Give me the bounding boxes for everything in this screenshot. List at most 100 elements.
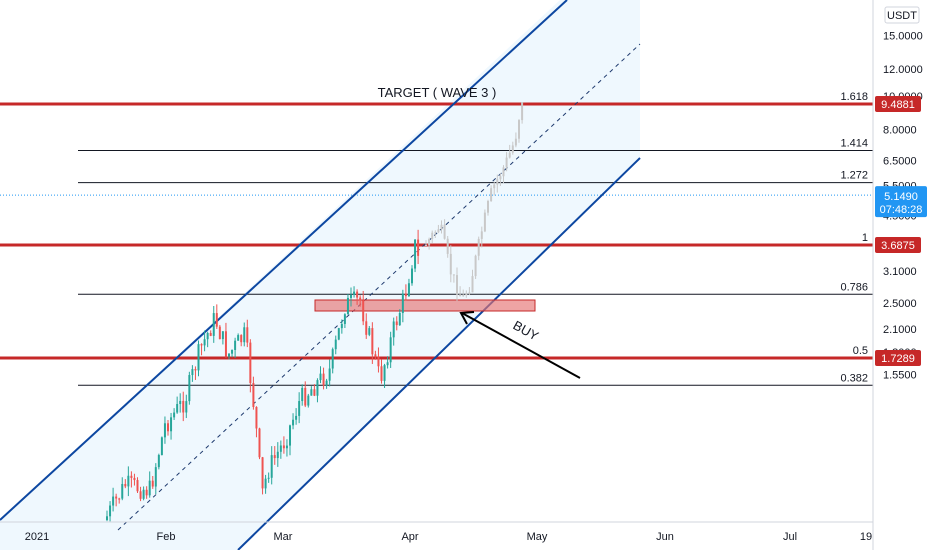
projected-candle-body <box>477 238 480 256</box>
candle-body <box>395 321 398 326</box>
time-tick-label: Jun <box>656 531 674 543</box>
candle-body <box>310 389 313 396</box>
candle-body <box>298 401 301 416</box>
projected-candle-body <box>518 120 520 139</box>
channel-upper-line[interactable] <box>0 0 568 521</box>
price-badge[interactable] <box>875 349 921 366</box>
projected-candle-body <box>490 188 493 202</box>
candle-body <box>124 483 127 487</box>
price-badge-label: 9.4881 <box>881 99 915 111</box>
fib-label-0-5: 0.5 <box>853 345 868 357</box>
price-badge-label: 1.7289 <box>881 353 915 365</box>
candle-body <box>276 451 279 459</box>
candle-body <box>228 353 230 357</box>
channel-midline[interactable] <box>117 43 641 531</box>
projected-candle-body <box>434 232 437 234</box>
candle-body <box>404 293 407 297</box>
candle-body <box>154 467 157 487</box>
price-badge[interactable] <box>875 96 921 112</box>
candle-body <box>212 313 215 336</box>
candle-body <box>127 475 130 487</box>
price-tick-label: 2.5000 <box>883 298 917 310</box>
candle-body <box>353 291 356 295</box>
price-tick-label: 8.0000 <box>883 124 917 136</box>
candle-body <box>142 489 145 499</box>
time-tick-label: Feb <box>157 531 176 543</box>
candle-body <box>206 332 209 340</box>
candle-body <box>270 455 273 478</box>
buy-arrow-head <box>459 311 475 325</box>
candle-body <box>383 365 386 381</box>
projected-candle-body <box>462 295 465 297</box>
candle-body <box>121 483 124 499</box>
candle-body <box>261 457 264 489</box>
candle-body <box>112 496 115 506</box>
projected-candle-body <box>440 224 443 230</box>
candle-body <box>292 419 295 426</box>
channel-fill <box>0 0 640 550</box>
projected-candle-body <box>505 157 508 168</box>
candle-body <box>148 480 151 496</box>
projected-candle-body <box>493 184 496 189</box>
candle-body <box>343 314 346 324</box>
price-tick-label: 3.1000 <box>883 266 917 278</box>
projected-candle-body <box>452 274 455 276</box>
candle-body <box>234 340 237 350</box>
candle-body <box>359 297 362 301</box>
candle-body <box>337 328 340 340</box>
price-badge[interactable] <box>875 236 921 253</box>
candle-body <box>374 354 377 357</box>
projected-candle-body <box>443 224 446 239</box>
fib-label-1-618: 1.618 <box>840 91 868 103</box>
projected-candle-body <box>502 167 505 177</box>
price-tick-label: 6.5000 <box>883 155 917 167</box>
candle-body <box>313 389 316 396</box>
candle-body <box>163 423 166 438</box>
candle-body <box>295 415 298 420</box>
price-tick-label: 15.0000 <box>883 31 923 43</box>
projected-candle-body <box>511 145 514 153</box>
candle-body <box>279 445 282 452</box>
current-price-label: 5.1490 <box>884 191 918 203</box>
projected-candle-body <box>521 102 524 121</box>
candle-body <box>319 373 322 381</box>
time-tick-label: 2021 <box>25 531 49 543</box>
fib-label-0-786: 0.786 <box>840 281 868 293</box>
projected-candle-body <box>431 232 434 240</box>
projected-candle-body <box>465 293 468 296</box>
candle-body <box>365 321 368 335</box>
candle-body <box>325 380 328 386</box>
candle-body <box>401 293 404 314</box>
projected-candle-body <box>508 152 511 158</box>
candle-body <box>407 283 410 297</box>
candle-body <box>249 342 252 384</box>
candle-body <box>350 294 352 298</box>
currency-label: USDT <box>887 10 917 22</box>
buy-zone-box[interactable] <box>314 299 536 312</box>
candle-body <box>362 300 365 322</box>
time-tick-label: May <box>527 531 548 543</box>
candle-body <box>346 297 349 315</box>
candle-body <box>255 406 258 429</box>
fib-label-1-414: 1.414 <box>840 137 868 149</box>
current-price-badge[interactable] <box>875 186 927 218</box>
candle-body <box>264 478 267 489</box>
buy-arrow-shaft[interactable] <box>461 312 581 379</box>
candle-body <box>246 327 249 343</box>
candle-body <box>167 423 169 432</box>
currency-box[interactable] <box>884 6 920 24</box>
candle-body <box>194 369 197 371</box>
candle-body <box>151 480 154 487</box>
candle-body <box>237 335 240 341</box>
candle-body <box>316 380 319 396</box>
fib-label-0-382: 0.382 <box>840 372 868 384</box>
channel-lower-line[interactable] <box>237 157 641 551</box>
candle-body <box>209 332 212 336</box>
candle-body <box>389 337 392 363</box>
time-tick-label: Mar <box>274 531 293 543</box>
candle-body <box>285 445 288 449</box>
candle-body <box>115 496 118 499</box>
candle-body <box>203 339 206 346</box>
